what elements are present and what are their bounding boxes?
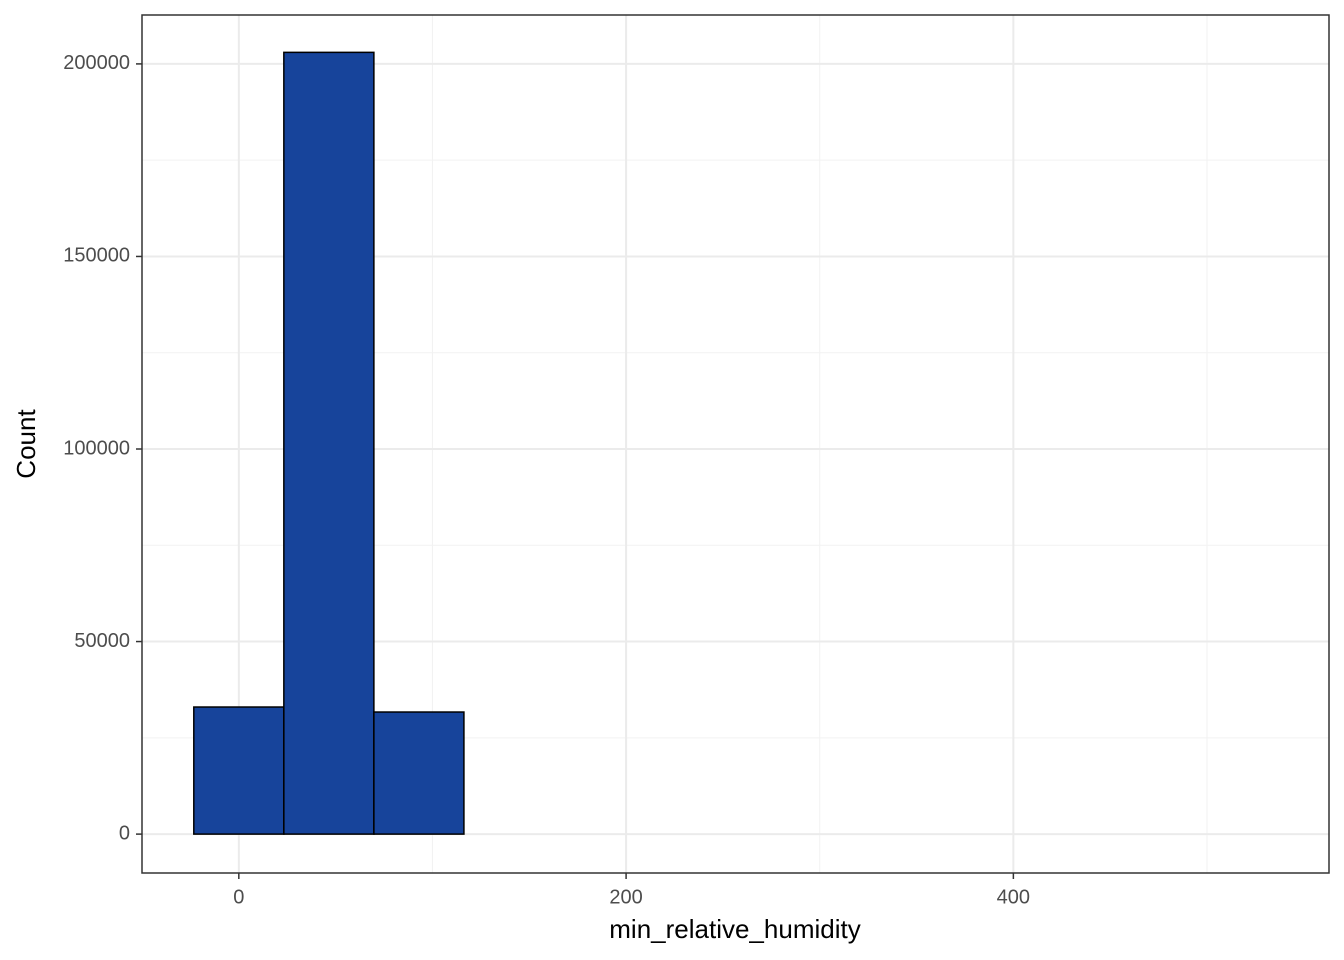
bar xyxy=(193,706,285,835)
bar xyxy=(283,51,375,835)
panel-border xyxy=(141,14,1330,874)
x-tick-label: 400 xyxy=(997,886,1030,908)
y-tick-label: 100000 xyxy=(63,437,130,459)
y-tick-label: 150000 xyxy=(63,245,130,267)
bar xyxy=(373,711,465,835)
x-axis-title: min_relative_humidity xyxy=(609,914,860,944)
y-tick-label: 0 xyxy=(119,822,130,844)
y-tick-label: 50000 xyxy=(74,630,130,652)
y-axis-title: Count xyxy=(11,409,41,479)
x-tick-label: 200 xyxy=(609,886,642,908)
y-tick-label: 200000 xyxy=(63,52,130,74)
x-tick-label: 0 xyxy=(233,886,244,908)
